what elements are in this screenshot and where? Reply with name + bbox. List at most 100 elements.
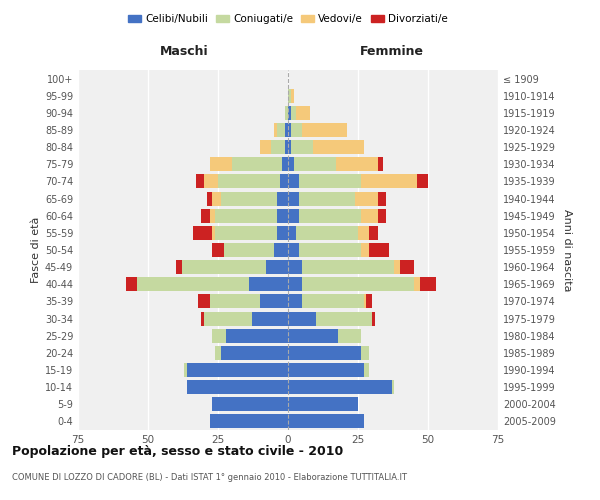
Bar	[364, 363, 369, 377]
Bar	[196, 174, 204, 188]
Bar	[291, 123, 302, 137]
Bar	[277, 123, 285, 137]
Bar	[367, 294, 372, 308]
Bar	[209, 208, 215, 222]
Bar	[302, 278, 414, 291]
Bar	[271, 140, 285, 154]
Bar	[266, 260, 288, 274]
Bar	[291, 88, 293, 102]
Bar	[377, 158, 383, 172]
Bar	[212, 328, 226, 342]
Bar	[358, 226, 369, 240]
Bar	[193, 226, 212, 240]
Bar	[316, 312, 372, 326]
Bar	[291, 140, 313, 154]
Bar	[288, 243, 299, 257]
Bar	[288, 380, 392, 394]
Bar	[207, 192, 212, 205]
Bar	[288, 414, 364, 428]
Bar	[283, 158, 288, 172]
Bar	[291, 106, 296, 120]
Bar	[232, 158, 283, 172]
Bar	[361, 346, 369, 360]
Bar	[361, 243, 369, 257]
Bar	[288, 278, 302, 291]
Bar	[204, 312, 251, 326]
Bar	[302, 260, 394, 274]
Y-axis label: Anni di nascita: Anni di nascita	[562, 209, 572, 291]
Bar	[212, 243, 224, 257]
Bar	[369, 243, 389, 257]
Text: Femmine: Femmine	[359, 45, 424, 58]
Bar	[277, 192, 288, 205]
Bar	[369, 226, 377, 240]
Bar	[302, 294, 364, 308]
Bar	[204, 174, 218, 188]
Bar	[251, 312, 288, 326]
Text: Popolazione per età, sesso e stato civile - 2010: Popolazione per età, sesso e stato civil…	[12, 445, 343, 458]
Bar	[212, 398, 288, 411]
Bar	[299, 243, 361, 257]
Bar	[280, 174, 288, 188]
Bar	[285, 140, 288, 154]
Bar	[187, 363, 288, 377]
Bar	[288, 346, 361, 360]
Bar	[182, 260, 266, 274]
Bar	[260, 140, 271, 154]
Bar	[184, 363, 187, 377]
Bar	[176, 260, 182, 274]
Bar	[377, 192, 386, 205]
Y-axis label: Fasce di età: Fasce di età	[31, 217, 41, 283]
Bar	[224, 243, 274, 257]
Bar	[288, 363, 364, 377]
Bar	[288, 328, 338, 342]
Bar	[226, 328, 288, 342]
Text: Maschi: Maschi	[160, 45, 209, 58]
Bar	[201, 208, 209, 222]
Bar	[285, 106, 288, 120]
Bar	[215, 226, 277, 240]
Bar	[201, 312, 204, 326]
Bar	[355, 192, 377, 205]
Bar	[419, 278, 436, 291]
Legend: Celibi/Nubili, Coniugati/e, Vedovi/e, Divorziati/e: Celibi/Nubili, Coniugati/e, Vedovi/e, Di…	[124, 10, 452, 29]
Bar	[218, 174, 280, 188]
Bar	[361, 208, 377, 222]
Bar	[400, 260, 414, 274]
Bar	[288, 140, 291, 154]
Bar	[274, 123, 277, 137]
Bar	[296, 106, 310, 120]
Bar	[372, 312, 375, 326]
Bar	[277, 226, 288, 240]
Bar	[288, 294, 302, 308]
Bar	[361, 174, 417, 188]
Bar	[260, 294, 288, 308]
Bar	[288, 106, 291, 120]
Bar	[394, 260, 400, 274]
Bar	[417, 174, 428, 188]
Bar	[296, 226, 358, 240]
Bar	[299, 192, 355, 205]
Bar	[212, 226, 215, 240]
Bar	[209, 414, 288, 428]
Bar	[288, 208, 299, 222]
Bar	[187, 380, 288, 394]
Bar	[288, 88, 291, 102]
Bar	[414, 278, 419, 291]
Bar	[274, 243, 288, 257]
Bar	[302, 123, 347, 137]
Bar	[288, 260, 302, 274]
Bar	[221, 192, 277, 205]
Bar	[288, 398, 358, 411]
Bar	[137, 278, 249, 291]
Bar	[215, 346, 221, 360]
Text: COMUNE DI LOZZO DI CADORE (BL) - Dati ISTAT 1° gennaio 2010 - Elaborazione TUTTI: COMUNE DI LOZZO DI CADORE (BL) - Dati IS…	[12, 473, 407, 482]
Bar	[249, 278, 288, 291]
Bar	[288, 192, 299, 205]
Bar	[335, 158, 377, 172]
Bar	[293, 158, 335, 172]
Bar	[364, 294, 367, 308]
Bar	[377, 208, 386, 222]
Bar	[209, 158, 232, 172]
Bar	[221, 346, 288, 360]
